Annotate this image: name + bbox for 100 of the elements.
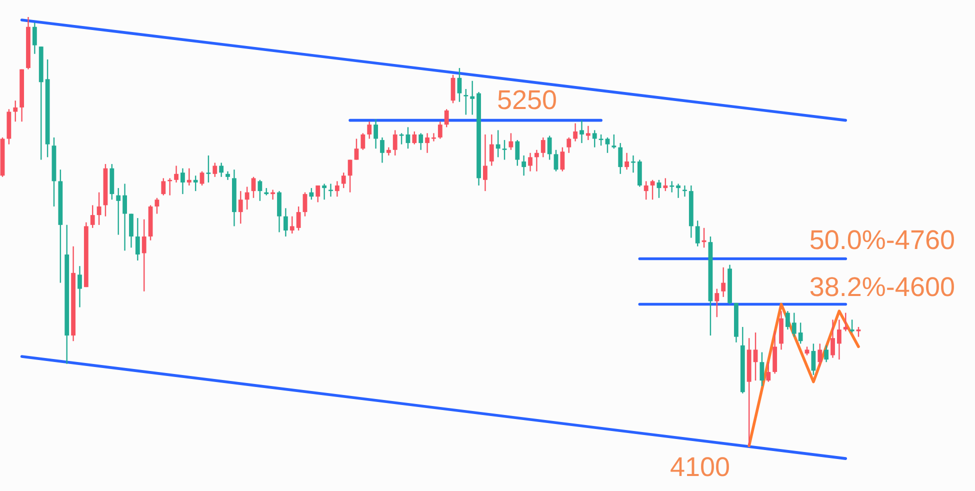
candlestick <box>560 146 565 172</box>
candlestick <box>566 136 572 154</box>
candlestick <box>258 179 262 202</box>
candlestick <box>792 312 796 338</box>
candlestick <box>322 183 327 200</box>
candlestick <box>316 184 320 203</box>
candlestick <box>496 130 500 158</box>
candlestick <box>412 130 417 145</box>
candlestick <box>438 121 442 140</box>
candlestick <box>161 178 166 196</box>
candlestick <box>836 319 842 360</box>
candlestick <box>753 332 758 382</box>
candlestick <box>367 121 372 140</box>
candlestick <box>122 183 127 252</box>
candlestick <box>32 22 37 54</box>
candlestick <box>238 190 243 224</box>
candlestick <box>721 266 726 298</box>
candlestick <box>129 213 134 248</box>
candlestick <box>174 165 178 184</box>
candlestick <box>714 288 720 318</box>
candlestick <box>418 132 424 150</box>
candlestick <box>380 136 384 164</box>
candlestick <box>457 67 462 102</box>
annotation: 50.0%-4760 <box>809 225 955 255</box>
candlestick <box>580 120 584 144</box>
candlestick <box>644 180 648 200</box>
candlestick <box>116 187 121 236</box>
candlestick <box>354 138 359 160</box>
candlestick <box>547 135 552 160</box>
candlestick <box>631 154 636 174</box>
candlestick <box>811 343 816 376</box>
candlestick <box>212 162 218 178</box>
candlestick <box>612 134 616 150</box>
candlestick <box>392 130 398 156</box>
candlestick <box>425 132 430 154</box>
text: 4100 <box>670 452 730 482</box>
candlestick <box>302 192 308 217</box>
candlestick <box>818 343 822 367</box>
candlestick <box>573 122 578 142</box>
candlestick <box>554 149 558 172</box>
candlestick <box>534 149 539 172</box>
candlestick <box>592 130 597 148</box>
candlestick <box>142 218 146 292</box>
candlestick <box>540 136 546 158</box>
candlestick <box>334 180 340 198</box>
candlestick <box>624 152 629 170</box>
candlestick <box>760 352 764 387</box>
candlestick <box>450 74 456 104</box>
candlestick <box>244 186 250 210</box>
candlestick <box>290 216 294 234</box>
candlestick <box>830 319 835 358</box>
candlestick <box>180 168 185 195</box>
candlestick <box>251 176 256 199</box>
candlestick <box>586 125 590 141</box>
candlestick <box>824 344 829 363</box>
candlestick <box>444 108 449 128</box>
candlestick <box>605 136 610 154</box>
candlestick <box>96 192 102 226</box>
candlestick <box>270 189 276 200</box>
candlestick <box>309 187 314 200</box>
candlestick <box>528 152 532 172</box>
candlestick <box>193 175 198 192</box>
candlestick <box>219 162 224 178</box>
candlestick <box>695 220 700 247</box>
candlestick <box>406 126 410 150</box>
candlestick <box>341 172 346 189</box>
candlestick <box>13 100 18 122</box>
candlestick <box>283 208 288 238</box>
candlestick <box>502 139 507 160</box>
candlestick <box>676 183 680 199</box>
candlestick <box>135 217 140 262</box>
candlestick <box>656 179 662 199</box>
candlestick <box>508 132 514 150</box>
candlestick <box>522 154 526 176</box>
candlestick <box>489 134 494 166</box>
candlestick <box>483 134 488 192</box>
candlestick <box>798 322 803 344</box>
annotation: 5250 <box>496 85 558 115</box>
candlestick <box>432 132 436 142</box>
candlestick <box>154 197 160 214</box>
candlestick <box>360 132 366 150</box>
candlestick <box>90 204 95 229</box>
annotation: 38.2%-4600 <box>809 272 955 302</box>
candlestick <box>850 319 854 334</box>
candlestick <box>206 154 211 184</box>
candlestick <box>464 88 468 116</box>
candlestick <box>650 179 655 200</box>
candlestick <box>186 168 192 186</box>
candlestick <box>515 139 520 166</box>
candlestick <box>296 206 301 232</box>
candlestick <box>843 312 848 332</box>
candlestick <box>670 180 674 193</box>
candlestick <box>374 118 378 150</box>
candlestick <box>470 80 475 116</box>
candlestick <box>786 310 790 330</box>
candlestick <box>618 142 623 175</box>
candlestick <box>766 362 771 382</box>
candlestick <box>78 265 82 308</box>
candlestick <box>663 178 668 192</box>
candlestick <box>200 170 204 186</box>
